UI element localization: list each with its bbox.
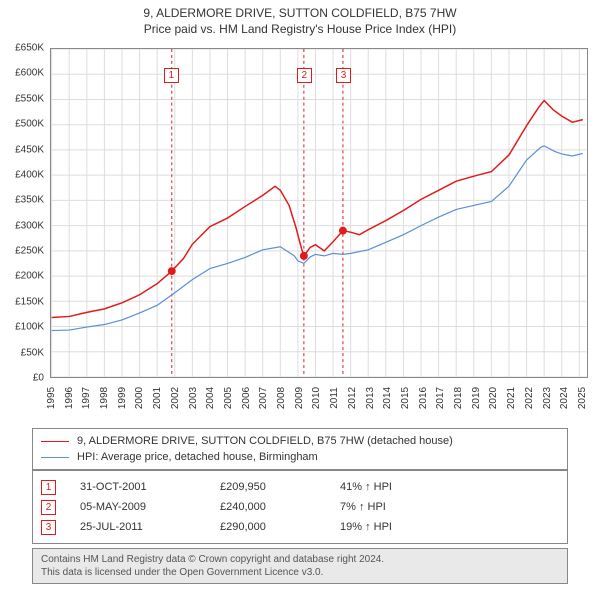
x-tick-label: 2021 <box>506 387 517 409</box>
x-tick-label: 1998 <box>99 387 110 409</box>
sale-price: £290,000 <box>220 521 340 533</box>
sale-marker-box: 1 <box>164 68 179 83</box>
chart-area: 1 2 3 <box>50 48 588 378</box>
x-tick-label: 2003 <box>188 387 199 409</box>
x-tick-label: 1995 <box>46 387 57 409</box>
sale-price: £240,000 <box>220 501 340 513</box>
y-tick-label: £100K <box>15 322 44 333</box>
y-tick-label: £50K <box>21 347 44 358</box>
chart-container: 9, ALDERMORE DRIVE, SUTTON COLDFIELD, B7… <box>0 0 600 590</box>
y-tick-label: £650K <box>15 43 44 54</box>
y-tick-label: £250K <box>15 246 44 257</box>
x-tick-label: 2019 <box>471 387 482 409</box>
legend-row: HPI: Average price, detached house, Birm… <box>41 449 559 465</box>
sale-marker-icon: 3 <box>41 520 56 535</box>
sale-date: 25-JUL-2011 <box>80 521 220 533</box>
x-tick-label: 2015 <box>400 387 411 409</box>
legend-label-property: 9, ALDERMORE DRIVE, SUTTON COLDFIELD, B7… <box>77 435 453 447</box>
legend-row: 9, ALDERMORE DRIVE, SUTTON COLDFIELD, B7… <box>41 433 559 449</box>
x-tick-label: 2000 <box>134 387 145 409</box>
sale-delta: 19% ↑ HPI <box>340 521 559 533</box>
x-tick-label: 2004 <box>205 387 216 409</box>
sale-date: 31-OCT-2001 <box>80 481 220 493</box>
y-tick-label: £400K <box>15 169 44 180</box>
x-tick-label: 2001 <box>152 387 163 409</box>
y-tick-label: £550K <box>15 93 44 104</box>
x-tick-label: 2005 <box>223 387 234 409</box>
x-tick-label: 2013 <box>365 387 376 409</box>
y-tick-label: £300K <box>15 220 44 231</box>
sale-delta: 7% ↑ HPI <box>340 501 559 513</box>
x-tick-label: 2002 <box>170 387 181 409</box>
x-tick-label: 2023 <box>542 387 553 409</box>
x-tick-label: 2017 <box>435 387 446 409</box>
title-subtitle: Price paid vs. HM Land Registry's House … <box>0 22 600 36</box>
x-tick-label: 1999 <box>117 387 128 409</box>
x-tick-label: 2010 <box>311 387 322 409</box>
legend-box: 9, ALDERMORE DRIVE, SUTTON COLDFIELD, B7… <box>32 428 568 470</box>
legend-swatch-property <box>41 441 69 442</box>
x-axis-labels: 1995199619971998199920002001200220032004… <box>50 382 588 422</box>
x-tick-label: 2018 <box>453 387 464 409</box>
y-tick-label: £350K <box>15 195 44 206</box>
y-tick-label: £200K <box>15 271 44 282</box>
y-tick-label: £600K <box>15 68 44 79</box>
sale-marker-box: 2 <box>297 68 312 83</box>
sale-price: £209,950 <box>220 481 340 493</box>
legend-label-hpi: HPI: Average price, detached house, Birm… <box>77 451 318 463</box>
x-tick-label: 2024 <box>559 387 570 409</box>
x-tick-label: 2007 <box>258 387 269 409</box>
title-block: 9, ALDERMORE DRIVE, SUTTON COLDFIELD, B7… <box>0 0 600 36</box>
x-tick-label: 2009 <box>294 387 305 409</box>
x-tick-label: 2014 <box>382 387 393 409</box>
x-tick-label: 2006 <box>241 387 252 409</box>
footer-line-1: Contains HM Land Registry data © Crown c… <box>41 553 559 566</box>
sale-delta: 41% ↑ HPI <box>340 481 559 493</box>
y-axis-labels: £0£50K£100K£150K£200K£250K£300K£350K£400… <box>4 48 48 378</box>
title-address: 9, ALDERMORE DRIVE, SUTTON COLDFIELD, B7… <box>0 6 600 20</box>
x-tick-label: 2008 <box>276 387 287 409</box>
sales-box: 1 31-OCT-2001 £209,950 41% ↑ HPI 2 05-MA… <box>32 470 568 544</box>
footer-line-2: This data is licensed under the Open Gov… <box>41 566 559 579</box>
y-tick-label: £0 <box>33 373 44 384</box>
y-tick-label: £500K <box>15 119 44 130</box>
sale-marker-icon: 2 <box>41 500 56 515</box>
x-tick-label: 2012 <box>347 387 358 409</box>
sale-row: 2 05-MAY-2009 £240,000 7% ↑ HPI <box>41 497 559 517</box>
x-tick-label: 2016 <box>418 387 429 409</box>
x-tick-label: 2020 <box>488 387 499 409</box>
y-tick-label: £150K <box>15 296 44 307</box>
sale-date: 05-MAY-2009 <box>80 501 220 513</box>
legend-swatch-hpi <box>41 457 69 458</box>
sale-row: 3 25-JUL-2011 £290,000 19% ↑ HPI <box>41 517 559 537</box>
x-tick-label: 2022 <box>524 387 535 409</box>
x-tick-label: 2011 <box>329 387 340 409</box>
sale-row: 1 31-OCT-2001 £209,950 41% ↑ HPI <box>41 477 559 497</box>
plot-svg <box>50 48 588 378</box>
sale-marker-icon: 1 <box>41 480 56 495</box>
x-tick-label: 2025 <box>577 387 588 409</box>
y-tick-label: £450K <box>15 144 44 155</box>
sale-marker-box: 3 <box>336 68 351 83</box>
x-tick-label: 1997 <box>81 387 92 409</box>
x-tick-label: 1996 <box>64 387 75 409</box>
footer-box: Contains HM Land Registry data © Crown c… <box>32 548 568 584</box>
